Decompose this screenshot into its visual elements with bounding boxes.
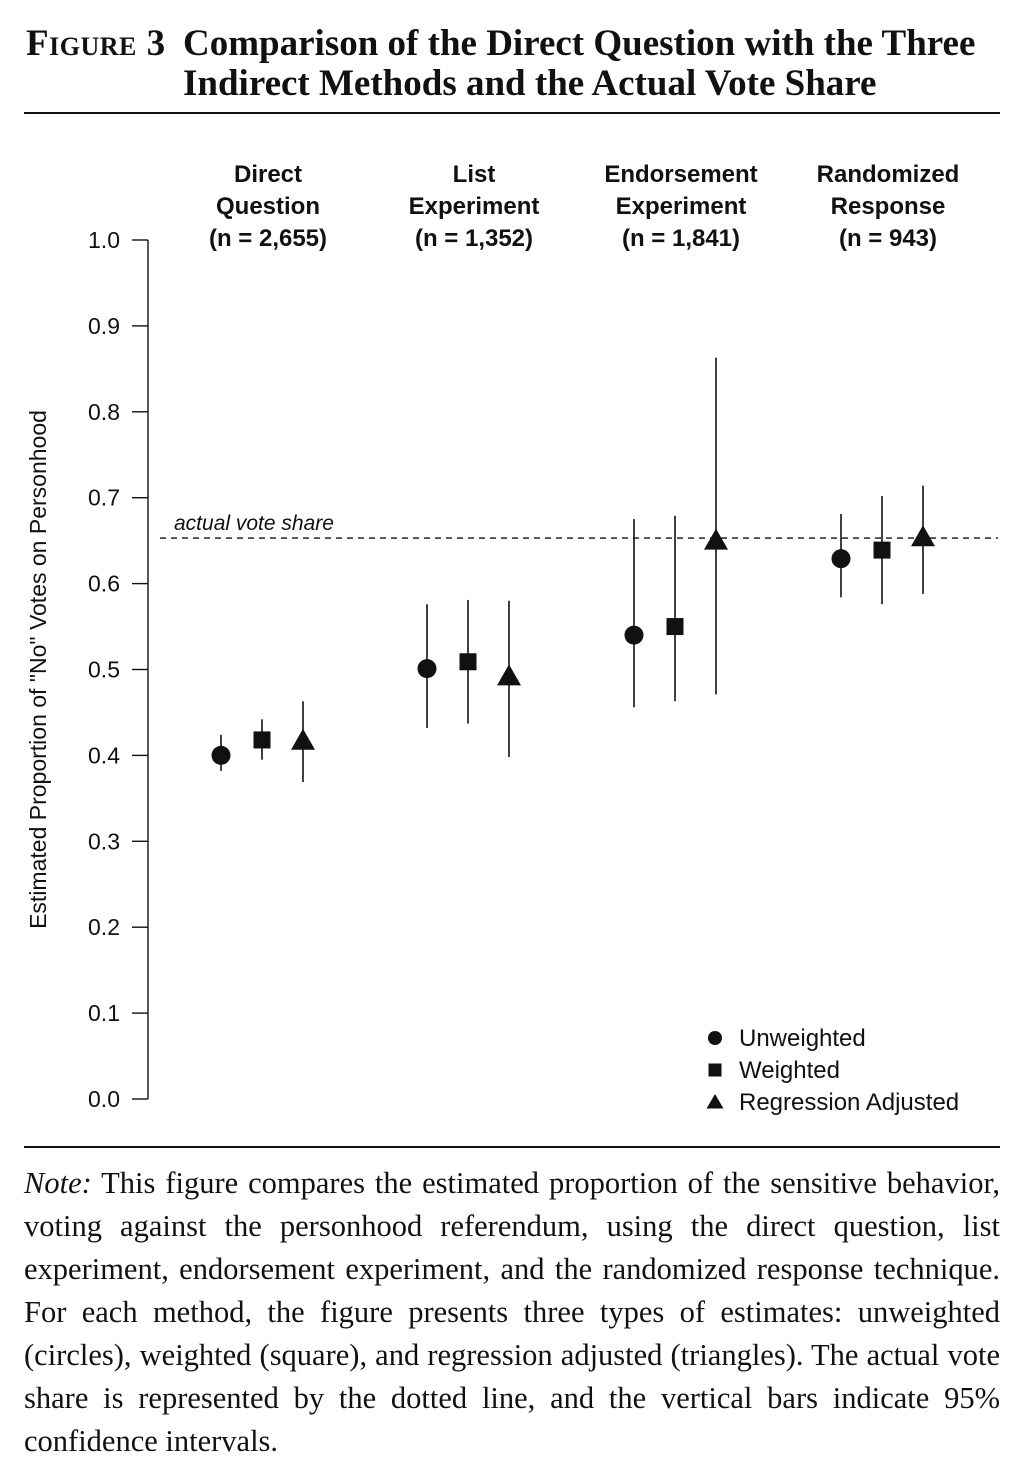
point-regression-adjusted (911, 525, 935, 547)
group-label: List (453, 161, 496, 188)
point-weighted (873, 541, 891, 559)
y-tick-label: 0.1 (88, 1000, 120, 1026)
legend-triangle-icon (706, 1094, 724, 1109)
note-label: Note: (24, 1166, 92, 1200)
group-label: (n = 1,841) (622, 225, 740, 252)
reference-line-label: actual vote share (174, 512, 334, 535)
point-unweighted (211, 745, 231, 765)
legend-square-icon (708, 1063, 722, 1077)
y-tick-label: 0.6 (88, 571, 120, 597)
estimates-chart: 0.0 0.1 0.2 0.3 0.4 0.5 0.6 0.7 0.8 0.9 1.0 Estimat… (25, 161, 998, 1116)
point-weighted (459, 653, 477, 671)
group-label: Experiment (616, 193, 747, 220)
point-weighted (253, 731, 271, 749)
y-tick-label: 0.8 (88, 399, 120, 425)
group-label: Endorsement (604, 161, 757, 188)
figure-label: Figure 3 (26, 23, 166, 64)
group-label: (n = 943) (839, 225, 937, 252)
point-regression-adjusted (497, 664, 521, 686)
y-tick-label: 1.0 (88, 227, 120, 253)
y-axis-title: Estimated Proportion of "No" Votes on Pe… (25, 410, 51, 929)
y-tick-label: 0.4 (88, 742, 120, 768)
note-text: This figure compares the estimated propo… (24, 1166, 1001, 1458)
legend-circle-icon (708, 1031, 722, 1045)
top-rule (24, 112, 1000, 114)
point-regression-adjusted (704, 528, 728, 550)
figure-title: Comparison of the Direct Question with t… (183, 23, 976, 104)
group-label: Direct (234, 161, 302, 188)
legend-label: Regression Adjusted (739, 1089, 959, 1116)
point-unweighted (831, 549, 851, 569)
point-unweighted (624, 625, 644, 645)
group-label: Randomized (817, 161, 960, 188)
group-label: Question (216, 193, 320, 220)
group-label: Experiment (409, 193, 540, 220)
legend-label: Weighted (739, 1057, 840, 1084)
point-regression-adjusted (291, 728, 315, 750)
group-label: (n = 2,655) (209, 225, 327, 252)
legend-label: Unweighted (739, 1025, 866, 1052)
y-tick-label: 0.2 (88, 914, 120, 940)
y-tick-label: 0.0 (88, 1086, 120, 1112)
y-tick-label: 0.9 (88, 313, 120, 339)
group-label: (n = 1,352) (415, 225, 533, 252)
y-tick-label: 0.3 (88, 828, 120, 854)
group-label: Response (831, 193, 946, 220)
bottom-rule (24, 1146, 1000, 1148)
point-weighted (666, 618, 684, 636)
point-unweighted (417, 659, 437, 679)
y-tick-label: 0.5 (88, 657, 120, 683)
y-tick-label: 0.7 (88, 485, 120, 511)
figure-note: Note: This figure compares the estimated… (24, 1162, 1000, 1463)
